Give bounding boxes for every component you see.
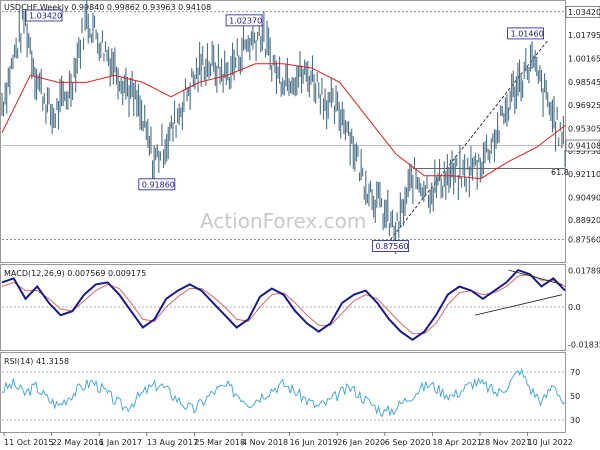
macd-title: MACD(12,26,9) 0.007569 0.009175 — [4, 269, 146, 278]
price-annotation-label: 0.91860 — [142, 180, 175, 189]
axis-layer: 1.042001.017951.001650.985450.969250.953… — [3, 5, 600, 447]
rsi-y-tick: 70 — [570, 368, 580, 377]
price-y-tick: 0.87560 — [568, 236, 600, 245]
price-annotation-box — [507, 27, 544, 40]
price-y-tick: 0.90490 — [568, 194, 600, 203]
macd-panel-frame — [0, 264, 566, 351]
macd-y-tick: 0.017898 — [568, 266, 600, 275]
rsi-line — [1, 367, 566, 418]
price-y-tick: 0.92110 — [568, 170, 600, 179]
price-y-tick: 0.96925 — [568, 101, 600, 110]
price-annotation-box — [225, 14, 263, 27]
x-tick-label: 25 Mar 2018 — [194, 438, 245, 447]
price-annotation-box — [138, 178, 176, 191]
last-price-readout-box — [565, 139, 600, 152]
moving-average-line — [1, 63, 566, 180]
price-annotation-box — [372, 240, 409, 252]
macd-support-line — [474, 294, 563, 316]
macd-resistance-line — [508, 269, 563, 285]
x-tick-label: 11 Oct 2015 — [4, 438, 53, 447]
price-annotation-label: 0.87560 — [375, 242, 408, 251]
price-title: USDCHF,Weekly 0.99840 0.99862 0.93963 0.… — [4, 3, 211, 12]
x-tick-label: 22 May 2016 — [52, 438, 104, 447]
x-tick-label: 16 Jun 2019 — [290, 438, 338, 447]
macd-y-tick: -0.018354 — [568, 341, 600, 350]
price-y-tick: 1.01795 — [568, 31, 600, 40]
rsi-y-tick: 50 — [570, 392, 580, 401]
price-annotation-box — [25, 9, 63, 22]
watermark: ActionForex.com — [200, 209, 366, 233]
rsi-title: RSI(14) 41.3158 — [4, 357, 69, 366]
trend-line — [390, 39, 549, 240]
price-annotation-label: 1.02370 — [229, 16, 262, 25]
x-tick-label: 28 Nov 2021 — [480, 438, 531, 447]
price-readout-box — [565, 5, 600, 18]
last-price-readout: 0.94108 — [568, 142, 600, 151]
x-tick-label: 1 Jan 2017 — [99, 438, 142, 447]
macd-layer — [1, 268, 566, 342]
price-annotation-label: 1.03420 — [29, 12, 62, 21]
price-y-tick: 0.98545 — [568, 78, 600, 87]
x-tick-label: 10 Jul 2022 — [528, 438, 573, 447]
x-tick-label: 18 Apr 2021 — [432, 438, 481, 447]
price-annotation-label: 1.01460 — [511, 29, 544, 38]
price-readout: 1.03420 — [568, 8, 600, 17]
price-y-tick: 1.00165 — [568, 55, 600, 64]
price-layer: 1.03420 1.02370 0.91860 0.87560 1.01460 — [1, 0, 566, 255]
price-panel-frame — [0, 0, 566, 263]
macd-y-tick: 0.0 — [568, 303, 581, 312]
rsi-y-tick: 30 — [570, 416, 580, 425]
price-y-tick: 0.93730 — [568, 147, 600, 156]
x-tick-label: 26 Jan 2020 — [337, 438, 385, 447]
price-y-tick: 0.95305 — [568, 124, 600, 133]
x-tick-label: 4 Nov 2018 — [242, 438, 288, 447]
rsi-layer — [1, 367, 566, 421]
macd-signal-line — [1, 273, 566, 335]
rsi-panel-frame — [0, 352, 566, 433]
macd-line — [1, 268, 566, 342]
x-tick-label: 6 Sep 2020 — [385, 438, 431, 447]
x-tick-label: 13 Aug 2017 — [147, 438, 198, 447]
price-y-tick: 0.88920 — [568, 216, 600, 225]
fib-label: 61.8 — [551, 168, 569, 177]
